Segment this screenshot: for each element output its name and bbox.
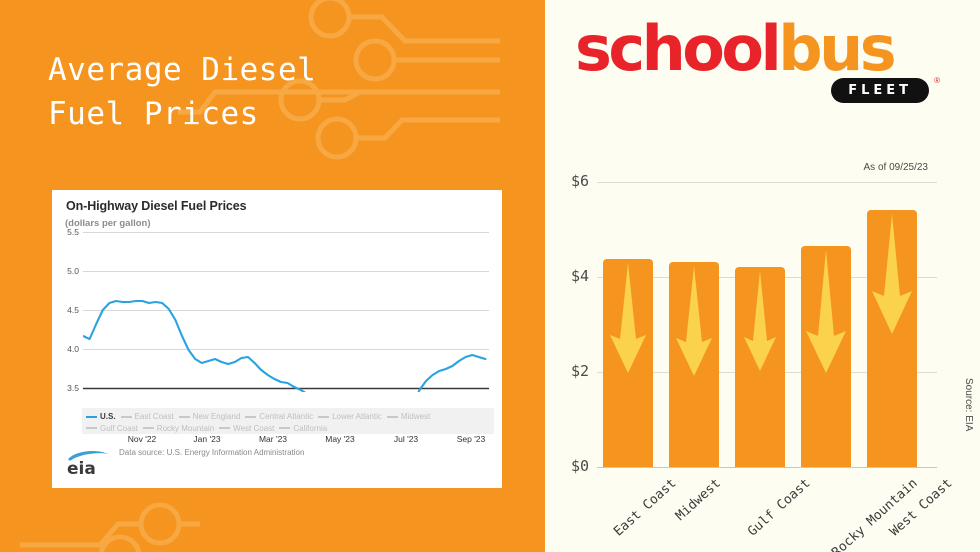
page-title: Average Diesel Fuel Prices <box>48 52 317 133</box>
eia-legend-row-1: U.S. East Coast New England Central Atlanti… <box>86 411 490 423</box>
gridline-0 <box>597 467 937 468</box>
bar-plot-area: East Coast Midwest Gulf Coast Rocky Moun… <box>597 182 955 552</box>
bar-east-coast[interactable] <box>603 259 653 467</box>
legend-label: Central Atlantic <box>259 412 314 421</box>
eia-xtick-jul23: Jul '23 <box>393 434 419 444</box>
circuit-decoration-icon <box>20 0 500 552</box>
bar-ytick-2: $2 <box>570 362 589 380</box>
legend-label: East Coast <box>134 412 174 421</box>
bar-xlabel-gulf-coast: Gulf Coast <box>745 476 814 540</box>
legend-item-midwest[interactable]: Midwest <box>386 411 431 423</box>
eia-xtick-may23: May '23 <box>325 434 355 444</box>
svg-text:eia: eia <box>67 459 96 478</box>
down-arrow-icon <box>872 214 912 334</box>
legend-swatch-icon <box>219 427 231 430</box>
eia-xtick-nov22: Nov '22 <box>127 434 157 444</box>
logo-fleet-text: FLEET <box>848 83 912 98</box>
legend-item-california[interactable]: California <box>279 423 327 435</box>
eia-chart-subtitle: (dollars per gallon) <box>65 218 151 229</box>
eia-line-plot: 5.5 5.0 4.5 4.0 3.5 Nov '22 Jan '23 <box>65 227 489 444</box>
eia-chart-card: On-Highway Diesel Fuel Prices (dollars p… <box>52 190 502 488</box>
legend-swatch-icon <box>142 427 154 430</box>
legend-label: Lower Atlantic <box>332 412 382 421</box>
legend-swatch-icon <box>178 415 190 418</box>
eia-legend[interactable]: U.S. East Coast New England Central Atlanti… <box>82 408 494 434</box>
as-of-date-label: As of 09/25/23 <box>863 162 929 173</box>
down-arrow-icon <box>676 266 712 376</box>
eia-ytick-4.0: 4.0 <box>67 344 79 354</box>
bar-midwest[interactable] <box>669 262 719 467</box>
bar-ytick-6: $6 <box>570 172 589 190</box>
eia-ytick-5.5: 5.5 <box>67 227 79 237</box>
bar-ytick-0: $0 <box>570 457 589 475</box>
bar-west-coast[interactable] <box>867 210 917 467</box>
legend-label: West Coast <box>233 423 275 433</box>
legend-swatch-icon <box>120 415 132 418</box>
legend-label: California <box>293 423 328 433</box>
legend-label: Gulf Coast <box>100 423 138 433</box>
logo-registered-mark: ® <box>934 76 940 85</box>
down-arrow-icon <box>744 271 776 371</box>
bar-xlabel-midwest: Midwest <box>673 476 724 524</box>
logo-bus-text: bus <box>778 12 896 85</box>
legend-item-central-atlantic[interactable]: Central Atlantic <box>245 411 313 423</box>
eia-xtick-sep23: Sep '23 <box>456 434 486 444</box>
eia-ytick-4.5: 4.5 <box>67 305 79 315</box>
down-arrow-icon <box>806 250 846 373</box>
legend-item-new-england[interactable]: New England <box>178 411 241 423</box>
legend-swatch-icon <box>386 415 398 418</box>
legend-label: New England <box>192 412 241 421</box>
chart-source-label: Source: EIA <box>963 378 974 432</box>
right-content-panel: schoolbus FLEET ® As of 09/25/23 $6 $4 $… <box>545 0 980 552</box>
regional-price-bar-chart: As of 09/25/23 $6 $4 $2 $0 <box>545 150 980 552</box>
eia-us-series-line <box>83 299 487 392</box>
eia-source-text: Data source: U.S. Energy Information Adm… <box>119 448 305 457</box>
eia-xtick-jan23: Jan '23 <box>193 434 221 444</box>
legend-item-east-coast[interactable]: East Coast <box>120 411 174 423</box>
legend-label: Midwest <box>400 412 431 421</box>
bar-ytick-4: $4 <box>570 267 589 285</box>
schoolbus-fleet-logo: schoolbus FLEET ® <box>575 18 945 106</box>
legend-label: Rocky Mountain <box>156 423 215 433</box>
eia-legend-row-2: Gulf Coast Rocky Mountain West Coast Califo… <box>86 423 490 435</box>
down-arrow-icon <box>610 263 646 373</box>
eia-xtick-mar23: Mar '23 <box>258 434 288 444</box>
logo-fleet-pill: FLEET <box>831 78 929 103</box>
bar-rocky-mountain[interactable] <box>801 246 851 467</box>
bar-gulf-coast[interactable] <box>735 267 785 467</box>
logo-wordmark: schoolbus <box>575 18 897 80</box>
legend-item-us[interactable]: U.S. <box>86 411 116 423</box>
legend-item-gulf-coast[interactable]: Gulf Coast <box>86 423 138 435</box>
legend-swatch-icon <box>279 427 291 430</box>
bar-xlabel-east-coast: East Coast <box>611 476 680 540</box>
logo-school-text: school <box>575 12 782 85</box>
legend-item-rocky-mountain[interactable]: Rocky Mountain <box>142 423 215 435</box>
eia-chart-title: On-Highway Diesel Fuel Prices <box>66 199 247 213</box>
eia-ytick-5.0: 5.0 <box>67 266 79 276</box>
legend-swatch-icon <box>245 415 257 418</box>
eia-ytick-3.5: 3.5 <box>67 383 79 393</box>
legend-item-west-coast[interactable]: West Coast <box>219 423 274 435</box>
legend-label: U.S. <box>100 412 116 421</box>
eia-logo-icon: eia <box>67 451 108 478</box>
legend-swatch-icon <box>86 427 97 430</box>
legend-swatch-icon <box>318 415 330 418</box>
legend-swatch-icon <box>86 415 97 418</box>
gridline-6 <box>597 182 937 183</box>
legend-item-lower-atlantic[interactable]: Lower Atlantic <box>318 411 382 423</box>
left-orange-panel: Average Diesel Fuel Prices On-Highway Di… <box>0 0 545 552</box>
